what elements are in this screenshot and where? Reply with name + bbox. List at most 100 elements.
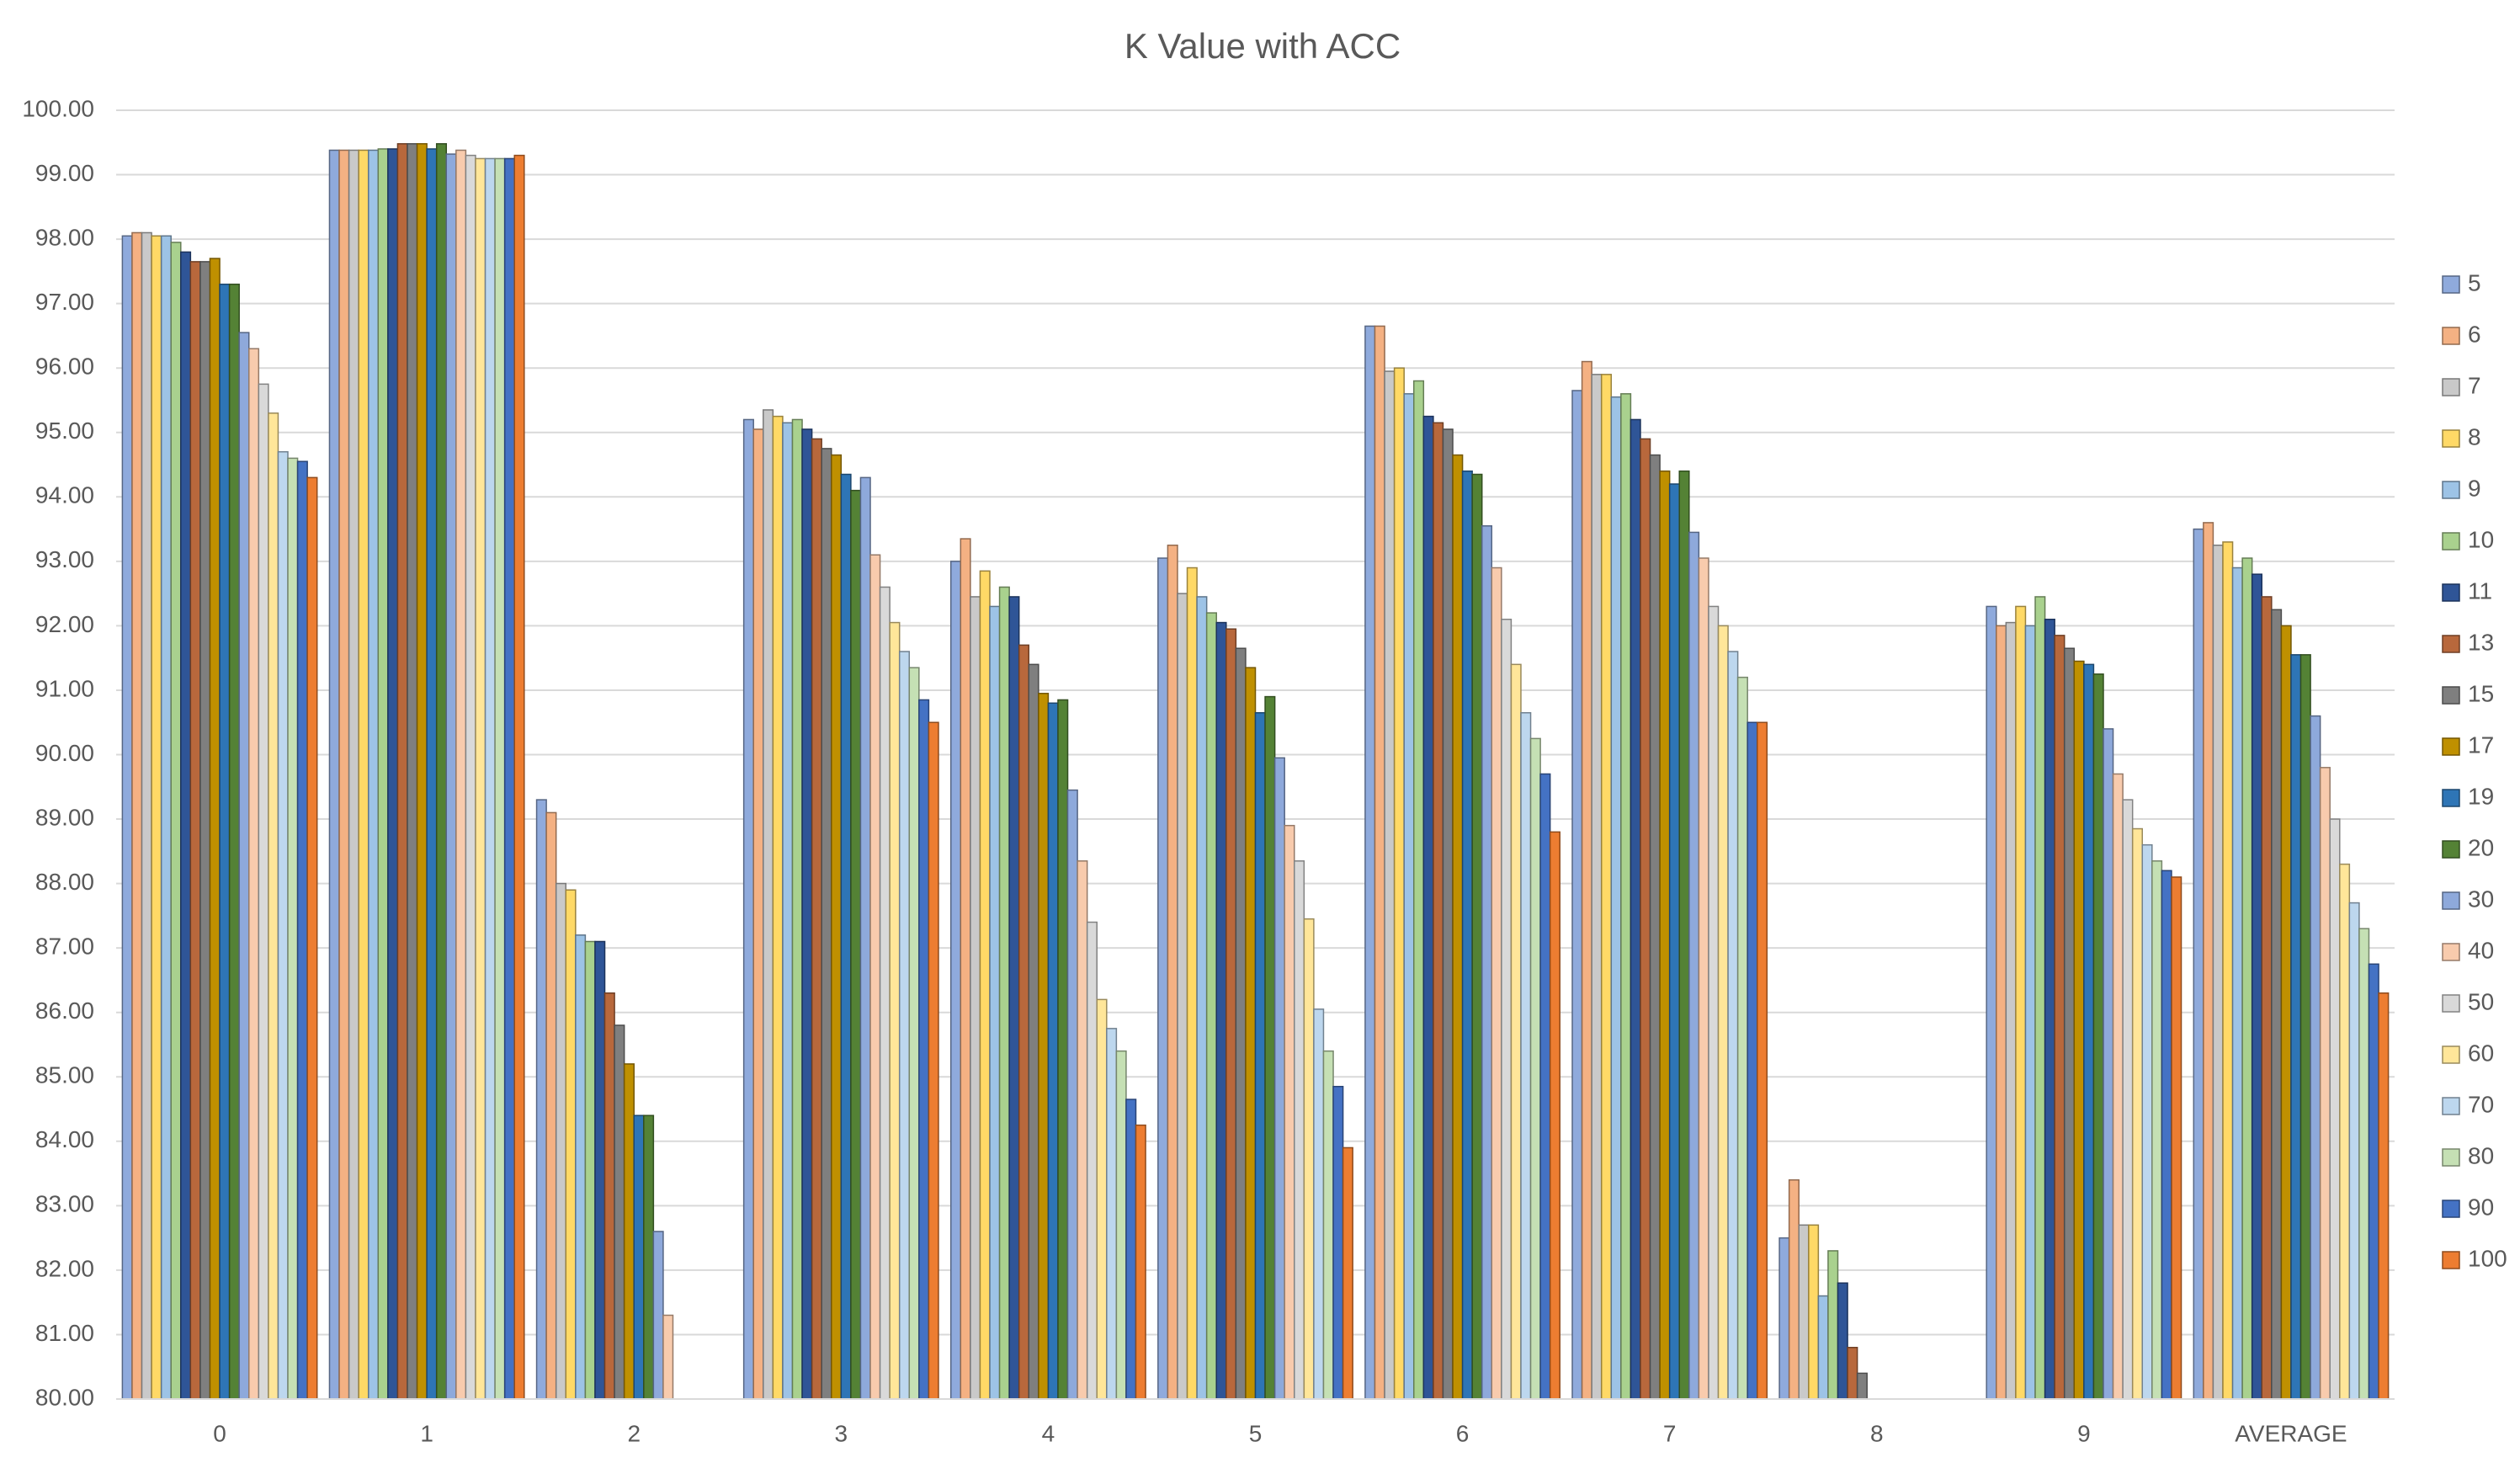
bar <box>2319 767 2331 1400</box>
bar <box>1284 824 1295 1400</box>
y-tick-label: 98.00 <box>35 224 94 250</box>
x-tick-label: 0 <box>213 1420 226 1446</box>
bar <box>1698 557 1709 1400</box>
bar <box>2212 544 2224 1400</box>
bar <box>1393 367 1405 1400</box>
bar <box>1717 625 1729 1400</box>
bar <box>1757 721 1768 1400</box>
legend-label: 11 <box>2468 577 2492 604</box>
legend-swatch <box>2442 481 2460 499</box>
bar <box>277 450 289 1400</box>
legend-swatch <box>2442 789 2460 807</box>
bar <box>1659 470 1671 1400</box>
bar <box>2131 827 2144 1400</box>
legend-label: 80 <box>2468 1142 2494 1168</box>
bar <box>1571 390 1583 1400</box>
bar <box>623 1063 635 1400</box>
y-tick-label: 82.00 <box>35 1255 94 1281</box>
bar <box>1452 454 1464 1400</box>
bar <box>367 149 380 1400</box>
bar <box>2241 557 2253 1400</box>
bar <box>296 460 308 1400</box>
bar <box>484 157 496 1400</box>
bar <box>1157 557 1169 1400</box>
bar <box>2005 621 2017 1400</box>
bar <box>1688 531 1700 1400</box>
bar <box>2299 654 2311 1400</box>
bar <box>1167 544 1178 1400</box>
legend-label: 70 <box>2468 1091 2494 1117</box>
bar <box>1125 1099 1137 1400</box>
bar <box>752 428 764 1400</box>
bar <box>763 409 774 1400</box>
bar <box>258 383 269 1400</box>
y-tick-label: 90.00 <box>35 740 94 766</box>
bar <box>151 235 162 1400</box>
bar <box>1986 605 1997 1400</box>
bar <box>1529 737 1541 1400</box>
bar <box>2348 902 2360 1400</box>
bar <box>1303 918 1315 1400</box>
bar <box>2358 928 2370 1400</box>
bar <box>979 570 991 1400</box>
legend-label: 30 <box>2468 886 2494 912</box>
bar <box>2193 528 2204 1400</box>
bar <box>1629 418 1641 1400</box>
bar <box>416 143 428 1400</box>
y-tick-label: 99.00 <box>35 160 94 186</box>
bar <box>1254 711 1266 1400</box>
x-tick-label: 2 <box>627 1420 641 1446</box>
y-tick-label: 91.00 <box>35 675 94 701</box>
bar <box>1817 1295 1829 1400</box>
bar <box>1442 428 1454 1400</box>
bar <box>2231 567 2243 1400</box>
bar <box>1461 470 1473 1400</box>
bar <box>2141 843 2153 1400</box>
bar <box>2122 799 2134 1400</box>
bar <box>494 157 506 1400</box>
bar <box>1086 921 1098 1400</box>
bar <box>1215 621 1227 1400</box>
bar <box>1342 1146 1353 1400</box>
bar <box>2271 609 2283 1400</box>
bar <box>791 418 803 1400</box>
legend-swatch <box>2442 1148 2460 1167</box>
y-tick-label: 93.00 <box>35 546 94 572</box>
bar <box>131 231 143 1400</box>
bar <box>1827 1250 1839 1400</box>
legend-label: 7 <box>2468 372 2481 398</box>
bar <box>1620 393 1632 1400</box>
legend-label: 8 <box>2468 423 2481 450</box>
bar <box>918 699 930 1400</box>
bar <box>1481 524 1493 1400</box>
bar <box>1196 596 1208 1400</box>
legend-swatch <box>2442 378 2460 396</box>
legend-swatch <box>2442 275 2460 294</box>
bar <box>268 412 279 1400</box>
bar <box>2339 863 2351 1400</box>
bar <box>1245 667 1257 1400</box>
y-tick-label: 95.00 <box>35 418 94 444</box>
bar <box>2329 818 2341 1400</box>
bar <box>633 1115 645 1400</box>
bar <box>928 721 939 1400</box>
bar <box>338 149 350 1400</box>
legend-label: 5 <box>2468 269 2481 295</box>
bar <box>1028 663 1039 1400</box>
bar <box>209 258 221 1400</box>
bar <box>989 605 1001 1400</box>
bar <box>1077 860 1088 1400</box>
bar <box>1520 711 1532 1400</box>
bar <box>1581 360 1592 1400</box>
bar <box>1008 596 1020 1400</box>
bar <box>742 418 754 1400</box>
bar <box>1746 721 1758 1400</box>
bar <box>2103 728 2114 1400</box>
bar <box>1640 438 1651 1400</box>
bar <box>998 586 1010 1400</box>
bar <box>898 651 911 1400</box>
bar <box>238 332 250 1400</box>
bar <box>1668 483 1680 1400</box>
bar <box>575 934 587 1400</box>
